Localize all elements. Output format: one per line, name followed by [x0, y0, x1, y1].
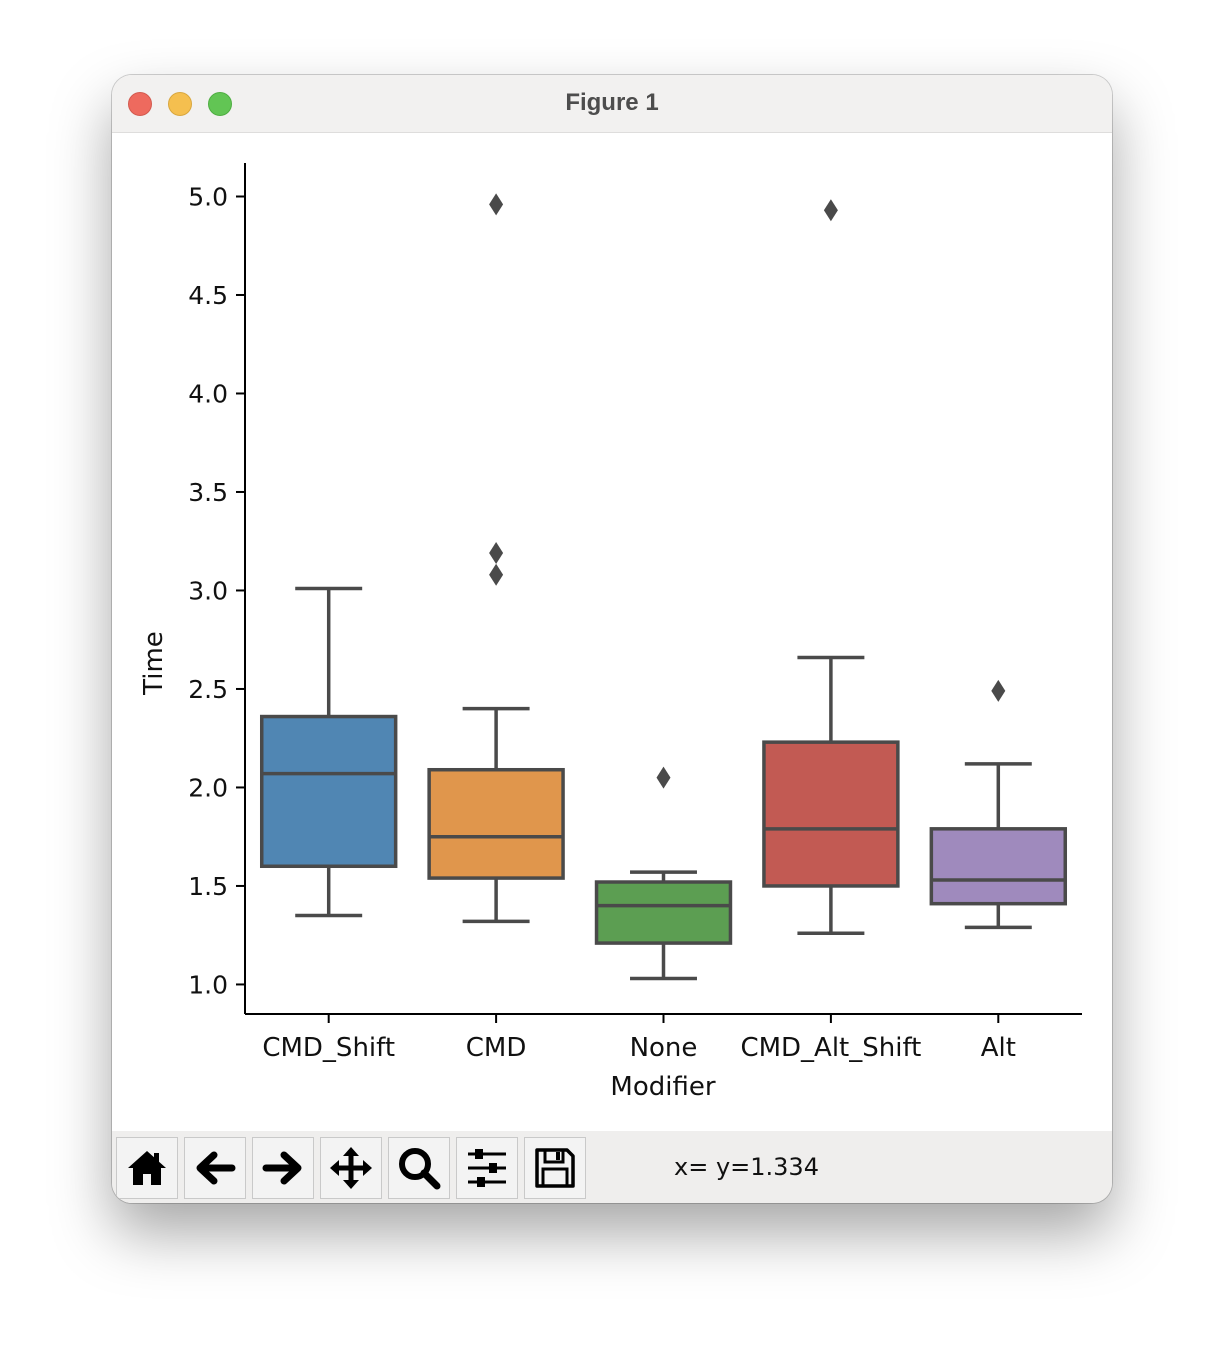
close-window-button[interactable]	[128, 92, 152, 116]
back-button[interactable]	[184, 1137, 246, 1199]
x-tick-label: Alt	[981, 1033, 1016, 1063]
figure-window: Figure 1 1.0 1.5 2.0 2.5 3.0 3.5 4.0 4.5 5.0 CMD…	[112, 75, 1112, 1203]
x-tick-label: CMD	[466, 1033, 527, 1063]
home-icon	[128, 1151, 166, 1185]
y-tick-label: 2.0	[188, 773, 228, 802]
y-tick-label: 2.5	[188, 675, 228, 704]
box-alt	[929, 679, 1068, 930]
forward-arrow-icon	[262, 1151, 302, 1185]
y-tick-label: 1.5	[188, 872, 228, 901]
configure-subplots-icon	[468, 1149, 506, 1187]
box-cmd-alt-shift	[762, 199, 900, 935]
zoom-magnifier-icon	[399, 1148, 441, 1190]
outlier-point	[656, 766, 671, 789]
box-series	[259, 193, 1068, 981]
box-cmd-shift	[259, 586, 398, 918]
y-tick-label: 3.0	[188, 576, 228, 605]
outlier-point	[489, 563, 504, 586]
cursor-coordinates: x= y=1.334	[674, 1153, 819, 1181]
zoom-window-button[interactable]	[208, 92, 232, 116]
x-axis-label: Modifier	[610, 1072, 715, 1102]
outlier-point	[823, 199, 838, 222]
navigation-toolbar: x= y=1.334	[112, 1131, 1112, 1203]
x-tick-label: None	[630, 1033, 698, 1063]
box-iqr	[929, 827, 1068, 906]
outlier-point	[489, 193, 504, 216]
home-button[interactable]	[116, 1137, 178, 1199]
minimize-window-button[interactable]	[168, 92, 192, 116]
box-none	[594, 766, 733, 981]
x-tick-label: CMD_Shift	[262, 1033, 395, 1063]
outlier-point	[991, 679, 1006, 702]
y-tick-label: 3.5	[188, 478, 228, 507]
y-axis: 1.0 1.5 2.0 2.5 3.0 3.5 4.0 4.5 5.0	[188, 163, 246, 1014]
box-iqr	[762, 740, 900, 888]
box-iqr	[594, 880, 733, 945]
window-title: Figure 1	[565, 89, 659, 116]
boxplot-chart: 1.01.52.02.53.03.54.04.55.0 CMD_Shift CMD…	[139, 163, 1082, 1102]
x-axis: CMD_Shift CMD None CMD_Alt_Shift Alt	[245, 1013, 1082, 1063]
pan-button[interactable]	[320, 1137, 382, 1199]
box-iqr	[427, 767, 565, 880]
configure-subplots-button[interactable]	[456, 1137, 518, 1199]
pan-move-icon	[330, 1147, 372, 1189]
forward-button[interactable]	[252, 1137, 314, 1199]
outlier-point	[489, 542, 504, 565]
y-tick-label: 4.0	[188, 379, 228, 408]
box-iqr	[259, 714, 398, 869]
plot-area[interactable]: 1.0 1.5 2.0 2.5 3.0 3.5 4.0 4.5 5.0 CMD_Shift CMD…	[112, 133, 1112, 1131]
save-button[interactable]	[524, 1137, 586, 1199]
y-tick-label: 1.0	[188, 970, 228, 999]
title-bar: Figure 1	[112, 75, 1112, 133]
y-tick-label: 5.0	[188, 182, 228, 211]
box-cmd	[427, 193, 565, 924]
y-axis-label: Time	[139, 631, 169, 696]
back-arrow-icon	[196, 1151, 236, 1185]
x-tick-label: CMD_Alt_Shift	[740, 1033, 921, 1063]
save-floppy-icon	[535, 1148, 575, 1188]
y-tick-label: 4.5	[188, 281, 228, 310]
zoom-button[interactable]	[388, 1137, 450, 1199]
